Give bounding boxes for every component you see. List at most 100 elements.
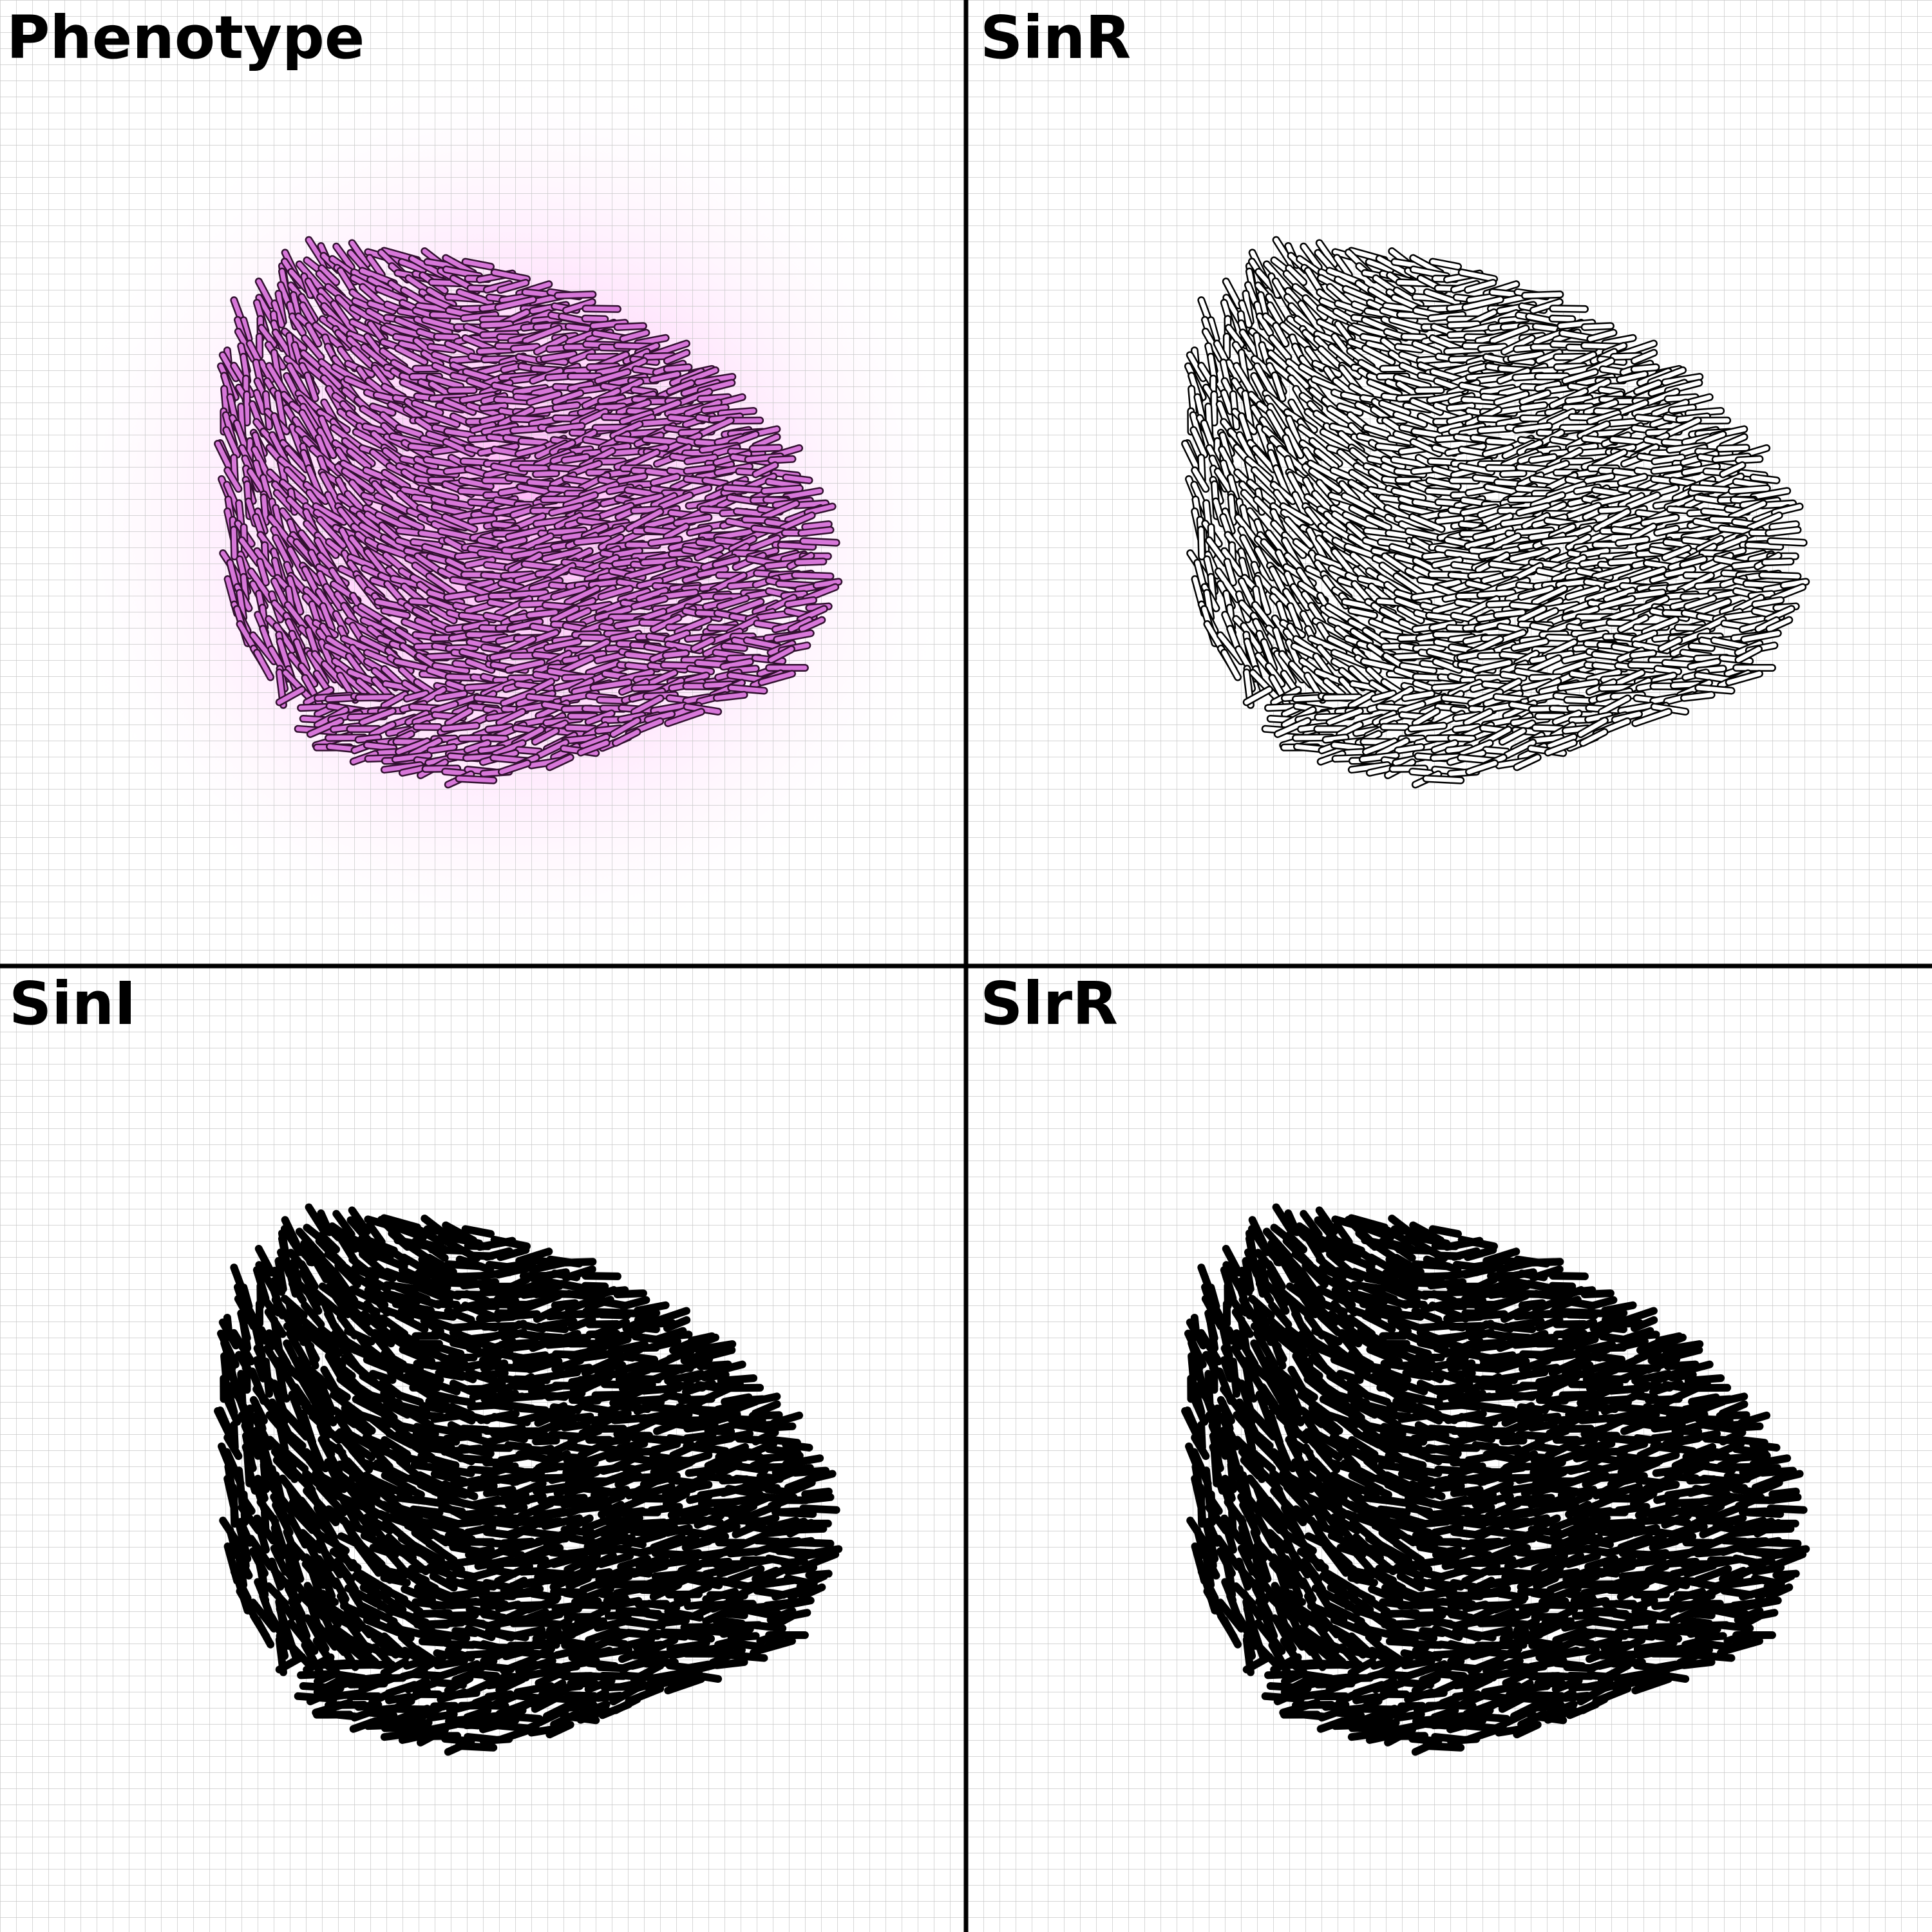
bacterial-cell [426,343,457,354]
bacterial-cell [551,1368,582,1379]
bacterial-cell [1716,444,1750,453]
bacterial-cell [1472,473,1500,484]
bacterial-cell [365,254,386,279]
bacterial-cell [1580,1289,1615,1298]
bacterial-cell [521,288,551,299]
bacterial-cell [1669,476,1697,488]
bacterial-cell [663,1331,693,1341]
bacterial-cell [1601,334,1637,348]
bacterial-cell [700,403,730,415]
bacterial-cell [363,741,398,752]
bacterial-cell [1669,1443,1697,1455]
bacterial-cell [784,596,818,609]
bacterial-cell [419,435,447,446]
bacterial-cell [799,1504,840,1514]
bacterial-cell [686,1492,713,1504]
bacterial-cell [517,1431,550,1440]
bacterial-cell [515,1713,544,1723]
bacterial-cell [493,395,533,406]
bacterial-cell [408,254,446,279]
bacterial-cell [478,402,509,412]
bacterial-cell [782,473,813,484]
bacterial-cell [1580,322,1615,331]
bacterial-cell [677,388,714,407]
bacterial-cell [480,734,509,743]
bacterial-cell [609,1596,643,1610]
bacterial-cell [1749,473,1781,484]
bacterial-cell [444,1640,477,1649]
bacterial-cell [490,269,531,283]
bacterial-cell [801,1487,833,1499]
bacterial-cell [665,379,696,395]
bacterial-cell [1530,1333,1559,1343]
bacterial-cell [1609,1403,1649,1414]
bacterial-cell [455,1741,498,1752]
bacterial-cell [1434,515,1465,526]
bacterial-cell [274,390,288,431]
bacterial-cell [1428,1225,1463,1238]
bacterial-cell [350,345,375,369]
bacterial-cell [380,1574,411,1587]
bacterial-cell [303,371,319,402]
bacterial-cell [440,1689,480,1700]
bacterial-cell [341,437,376,468]
bacterial-cell [1446,1287,1482,1297]
panel-phenotype: Phenotype [0,0,972,966]
bacterial-cell [1630,1331,1660,1341]
panel-title: SinI [9,969,137,1038]
bacterial-cell [594,402,628,412]
panel-sini: SinI [0,967,965,1932]
bacterial-cell [782,1441,813,1452]
bacterial-cell [478,320,515,330]
bacterial-cell [480,422,519,436]
bacterial-cell [597,393,627,405]
bacterial-cell [348,239,371,269]
bacterial-cell [351,297,379,314]
bacterial-cell [791,1538,835,1548]
bacterial-cell [562,1333,592,1343]
bacterial-cell [727,684,768,695]
bacterial-cell [748,444,783,453]
bacterial-cell [784,1563,818,1576]
bacterial-cell [330,299,359,337]
bacterial-cell [777,541,817,551]
bacterial-cell [285,362,312,402]
bacterial-cell [1653,524,1680,537]
bacterial-cell [767,1422,797,1432]
bacterial-cell [581,1282,609,1291]
bacterial-cell [1197,526,1206,561]
bacterial-cell [663,363,693,374]
bacterial-cell [748,1411,783,1420]
bacterial-cell [613,322,647,331]
bacterial-cell [650,399,682,416]
bacterial-cell [1401,690,1435,703]
bacterial-cell [1653,665,1683,676]
bacterial-cell [317,415,337,449]
bacterial-cell [1520,290,1564,300]
bacterial-cell [433,690,468,703]
bacterial-cell [1580,617,1613,630]
bacterial-cell [1330,741,1365,752]
bacterial-cell [478,413,506,426]
bacterial-cell [270,299,286,329]
bacterial-cell [336,408,361,429]
bacterial-cell [478,1287,515,1297]
bacterial-cell [1694,684,1736,695]
bacterial-cell [791,571,835,580]
bacterial-cell [1561,1370,1595,1379]
bacterial-cell [348,304,381,327]
bacterial-cell [1464,579,1493,592]
bacterial-cell [363,1708,398,1719]
bacterial-cell [461,1225,495,1238]
bacterial-cell [797,1493,835,1504]
bacterial-cell [683,1431,717,1443]
bacterial-cell [551,389,585,406]
bacterial-cell [517,437,549,447]
bacterial-cell [712,1522,741,1536]
bacterial-cell [299,349,324,372]
bacterial-cell [526,1575,560,1587]
bacterial-cell [296,394,325,429]
bacterial-cell [299,301,319,330]
bacterial-cell [712,690,748,702]
bacterial-cell [530,385,559,398]
